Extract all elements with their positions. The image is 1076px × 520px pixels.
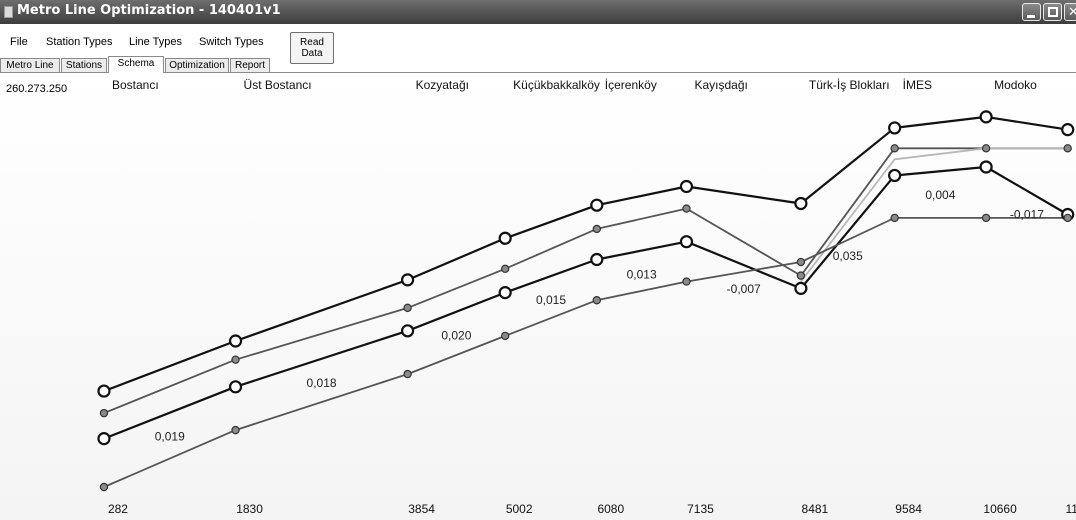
chainage-tick-label-0: 282 (108, 502, 128, 516)
station-name-label-5: Kayışdağı (694, 78, 747, 92)
menu-line-types[interactable]: Line Types (129, 36, 183, 48)
read-data-label-line1: Read (300, 37, 324, 48)
series-0-point-9 (1061, 123, 1075, 137)
series-2-line (800, 147, 1068, 283)
series-1-point-7 (890, 144, 899, 153)
series-4-point-7 (890, 213, 899, 223)
maximize-button[interactable] (1043, 3, 1062, 21)
chainage-tick-label-5: 7135 (687, 502, 714, 516)
tab-optimization[interactable]: Optimization (165, 58, 229, 72)
series-1-point-5 (682, 204, 691, 213)
gradient-label-6: 0,035 (833, 249, 863, 263)
chainage-tick-label-1: 1830 (236, 502, 263, 516)
series-1-point-1 (231, 355, 240, 364)
maximize-icon (1048, 7, 1058, 17)
close-icon: ✕ (1068, 4, 1076, 19)
gradient-label-7: 0,004 (925, 188, 955, 202)
series-4-point-8 (981, 213, 991, 223)
coordinate-readout: 260.273.250 (6, 83, 68, 95)
series-4-point-5 (682, 277, 691, 286)
series-1-point-8 (981, 144, 991, 153)
series-4-point-3 (500, 331, 510, 341)
gradient-label-2: 0,020 (441, 329, 471, 343)
series-4-point-0 (99, 482, 109, 492)
chainage-tick-label-2: 3854 (408, 502, 435, 516)
title-bar: Metro Line Optimization - 140401v1 ✕ (0, 0, 1076, 24)
tab-stations[interactable]: Stations (61, 58, 107, 72)
tab-strip-border (0, 72, 1076, 73)
series-1-line (103, 147, 1068, 414)
gradient-label-8: -0,017 (1010, 208, 1044, 222)
gradient-label-0: 0,019 (155, 430, 185, 444)
station-name-label-6: Türk-İş Blokları (809, 78, 890, 92)
series-3-point-7 (888, 168, 902, 183)
close-button[interactable]: ✕ (1064, 3, 1076, 21)
series-4-line (103, 216, 1068, 488)
chainage-tick-label-3: 5002 (506, 502, 533, 516)
series-0-point-5 (679, 179, 694, 194)
series-4-point-4 (592, 296, 602, 305)
menu-station-types[interactable]: Station Types (46, 36, 113, 48)
read-data-label-line2: Data (301, 48, 323, 59)
series-0-point-3 (498, 231, 512, 245)
station-name-label-3: Küçükbakkalköy (513, 78, 600, 92)
gradient-label-3: 0,015 (536, 293, 566, 307)
series-4-point-6 (796, 257, 806, 267)
station-name-label-8: Modoko (994, 78, 1037, 92)
series-1-point-6 (796, 271, 806, 280)
gradient-label-1: 0,018 (307, 376, 337, 390)
menu-switch-types[interactable]: Switch Types (199, 36, 264, 48)
chainage-tick-label-7: 9584 (895, 502, 922, 516)
station-name-label-2: Kozyatağı (416, 78, 469, 92)
tab-report[interactable]: Report (230, 58, 270, 72)
series-0-point-1 (228, 334, 243, 348)
series-3-point-6 (794, 281, 808, 295)
minimize-button[interactable] (1022, 3, 1041, 21)
series-1-point-3 (500, 264, 510, 274)
tab-schema[interactable]: Schema (108, 56, 164, 73)
minimize-icon (1027, 15, 1035, 18)
app-icon (4, 6, 13, 18)
series-4-point-1 (231, 425, 240, 435)
series-1-point-4 (592, 224, 602, 234)
series-4-point-2 (403, 369, 412, 379)
tab-metro-line[interactable]: Metro Line (0, 58, 60, 72)
chainage-tick-label-4: 6080 (597, 502, 624, 516)
series-1-point-0 (99, 408, 109, 418)
station-name-label-0: Bostancı (112, 78, 159, 92)
station-name-label-4: İçerenköy (605, 78, 657, 92)
series-0-point-4 (590, 198, 604, 212)
series-1-point-9 (1063, 144, 1072, 153)
menu-file[interactable]: File (10, 36, 28, 48)
series-1-point-2 (403, 303, 412, 313)
series-3-point-2 (400, 324, 415, 338)
series-3-point-4 (590, 252, 604, 267)
window-title: Metro Line Optimization - 140401v1 (17, 3, 281, 18)
series-3-point-3 (498, 286, 512, 300)
series-3-point-5 (679, 235, 694, 249)
gradient-label-4: 0,013 (627, 268, 657, 282)
series-3-line (103, 165, 1069, 440)
series-0-point-7 (888, 121, 902, 135)
gradient-label-5: -0,007 (727, 282, 761, 296)
series-0-point-2 (400, 273, 415, 287)
profile-chart: 0,019 0,018 0,020 0,015 0,013 -0,007 0,035 0,00… (97, 78, 1076, 516)
station-name-label-7: İMES (903, 78, 932, 92)
station-name-label-1: Üst Bostancı (244, 78, 312, 92)
series-0-point-6 (794, 196, 808, 211)
series-3-point-1 (228, 380, 243, 394)
schema-chart-panel[interactable]: 260.273.250 0,019 0,018 0,020 0,015 0,013 -0,… (0, 73, 1076, 520)
series-4-point-9 (1063, 213, 1072, 223)
chainage-tick-label-8: 10660 (983, 502, 1017, 516)
chainage-tick-label-9: 11620 (1065, 502, 1076, 516)
series-0-point-8 (979, 110, 993, 124)
series-3-point-0 (97, 432, 111, 446)
chainage-tick-label-6: 8481 (802, 502, 829, 516)
series-0-point-0 (97, 384, 111, 398)
series-0-line (103, 115, 1068, 393)
series-3-point-8 (979, 160, 993, 174)
read-data-button[interactable]: Read Data (290, 32, 334, 64)
